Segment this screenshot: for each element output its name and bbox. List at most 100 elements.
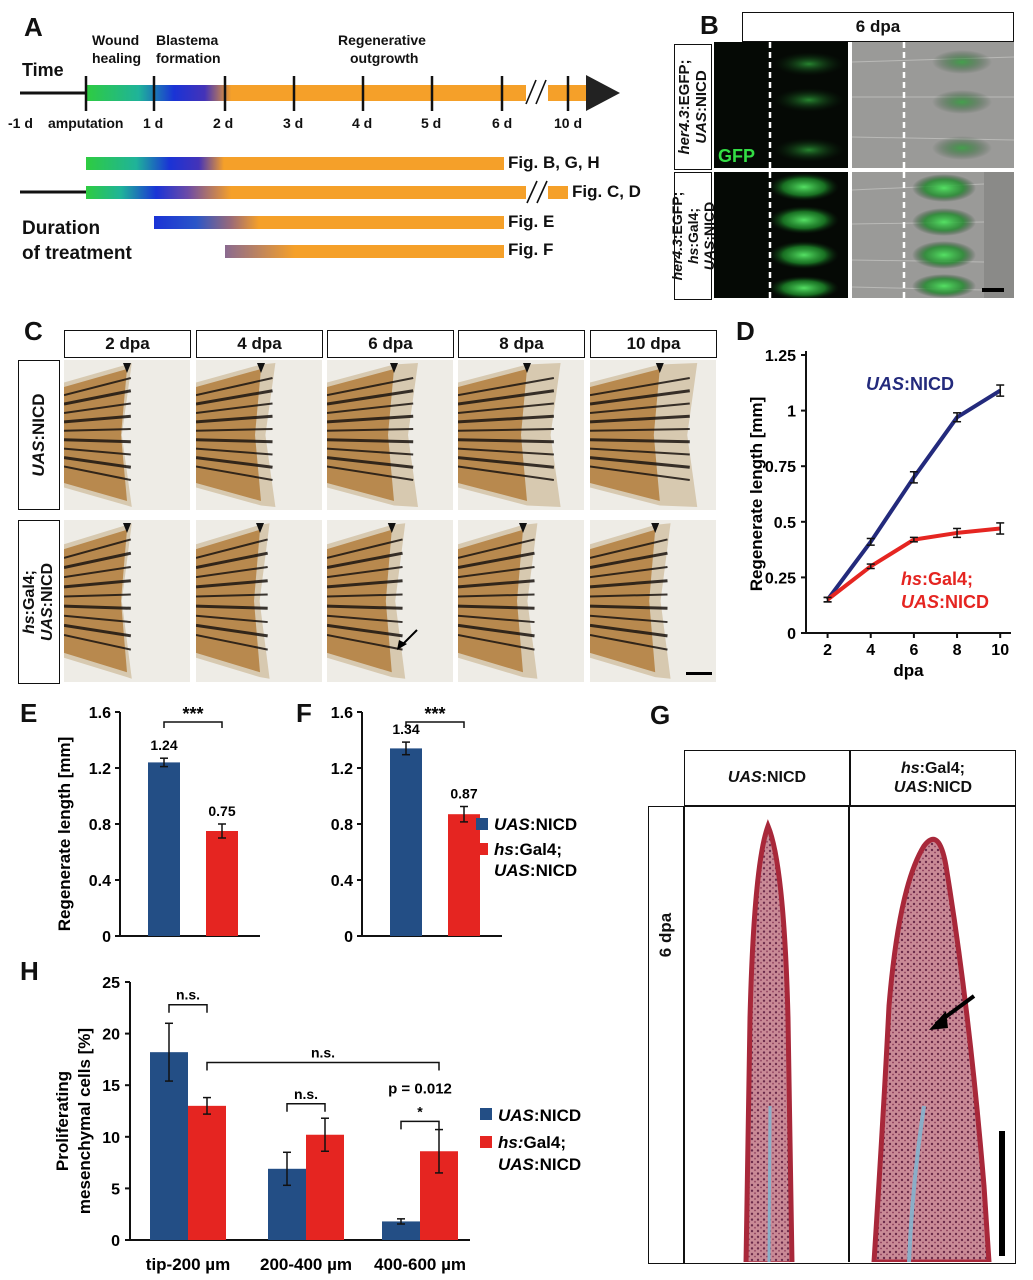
t: UAS — [893, 779, 928, 796]
t: :Gal4; — [685, 207, 701, 248]
day-header-4: 4 dpa — [196, 330, 323, 358]
sig-bracket-p — [400, 1120, 440, 1130]
t: :NICD — [530, 815, 577, 834]
t: :Gal4; — [919, 760, 965, 777]
panel-c-row1-label: UAS:NICD — [18, 360, 60, 510]
legend-hs-gal4: hs:Gal4; — [901, 569, 973, 589]
legend-uas-nicd: UAS:NICD — [498, 1106, 581, 1125]
panel-letter-h: H — [20, 956, 39, 986]
sig-bracket-long-label: n.s. — [311, 1044, 335, 1060]
tick-minus1d: -1 d — [8, 115, 33, 131]
fin-image — [590, 360, 716, 510]
x-tick-label: 2 — [823, 642, 832, 659]
y-tick-label: 0 — [344, 929, 353, 946]
y-tick-label: 5 — [111, 1181, 120, 1198]
day-header-6: 6 dpa — [327, 330, 454, 358]
bar — [390, 748, 422, 936]
y-tick-label: 0.5 — [774, 515, 796, 532]
y-tick-label: 0.4 — [331, 873, 353, 890]
t: UAS — [494, 815, 531, 834]
y-tick-label: 0.75 — [765, 459, 796, 476]
t: :Gal4; — [514, 840, 562, 859]
legend-hs-gal4: hs:Gal4; — [494, 840, 562, 859]
tick-6d: 6 d — [492, 115, 513, 131]
y-tick-label: 1.2 — [331, 761, 353, 778]
t: her4.3 — [669, 239, 685, 281]
bar — [188, 1105, 226, 1240]
t: UAS — [693, 112, 710, 144]
t: Gal4; — [524, 1133, 567, 1152]
t: UAS — [498, 1106, 535, 1125]
day-header-2: 2 dpa — [64, 330, 191, 358]
tick-1d: 1 d — [143, 115, 164, 131]
panel-letter-f: F — [296, 698, 312, 728]
day-text: 6 dpa — [368, 334, 413, 353]
y-tick-label: 1.25 — [765, 348, 796, 365]
fin-image — [64, 520, 190, 682]
t: :NICD — [29, 393, 48, 441]
sig-bracket — [163, 721, 223, 728]
y-tick-label: 1.6 — [89, 705, 111, 722]
t: UAS — [494, 861, 531, 880]
p-value-label: p = 0.012 — [388, 1080, 452, 1097]
legend-swatch — [480, 1136, 492, 1148]
time-label: Time — [22, 60, 64, 80]
t: UAS:NICD — [894, 778, 972, 797]
legend-hs-gal4: hs:Gal4; — [498, 1133, 566, 1152]
panel-b-row2-label: her4.3:EGFP; hs:Gal4; UAS:NICD — [669, 172, 717, 300]
legend-hs-gal4-line2: UAS:NICD — [498, 1155, 581, 1174]
panel-g-col2-header: hs:Gal4; UAS:NICD — [850, 750, 1016, 806]
y-tick-label: 1 — [787, 404, 796, 421]
y-axis-label-1: Proliferating — [53, 1071, 72, 1171]
t: :NICD — [939, 592, 989, 612]
tick-2d: 2 d — [213, 115, 234, 131]
y-tick-label: 0.4 — [89, 873, 111, 890]
phase-wound-2: healing — [92, 50, 142, 66]
panel-e-bar-chart: 0 0.4 0.8 1.2 1.6 Regenerate length [mm] 1.24 0… — [55, 704, 260, 946]
x-category-label: 400-600 µm — [374, 1255, 466, 1274]
phase-outgrowth-1: Regenerative — [338, 32, 426, 48]
phase-outgrowth-2: outgrowth — [350, 50, 419, 66]
t: her4.3 — [676, 110, 693, 155]
legend-hs-gal4-line2: UAS:NICD — [901, 592, 989, 612]
gfp-label: GFP — [718, 146, 756, 166]
t: :Gal4; — [922, 569, 973, 589]
legend-uas-nicd: UAS:NICD — [494, 815, 577, 834]
t: UAS — [29, 440, 48, 477]
y-tick-label: 0 — [787, 626, 796, 643]
t: UAS — [866, 374, 904, 394]
x-tick-label: 8 — [953, 642, 962, 659]
panel-letter-g: G — [650, 700, 671, 730]
y-axis-label-2: mesenchymal cells [%] — [75, 1028, 94, 1214]
day-text: 10 dpa — [626, 334, 681, 353]
panel-c-row2-text: hs:Gal4; UAS:NICD — [21, 563, 57, 641]
bar-label-cd: Fig. C, D — [572, 182, 641, 201]
bar-label-f: Fig. F — [508, 240, 554, 259]
x-tick-label: 4 — [866, 642, 875, 659]
duration-label-2: of treatment — [22, 243, 132, 264]
fin-image — [327, 520, 453, 682]
x-tick-label: 10 — [991, 642, 1009, 659]
sig-bracket-p-label: * — [417, 1103, 423, 1119]
legend-swatch — [480, 1108, 492, 1120]
legend-hs-gal4-line2: UAS:NICD — [494, 861, 577, 880]
y-tick-label: 25 — [102, 975, 120, 992]
t: :NICD — [761, 769, 807, 786]
t: :NICD — [534, 1155, 581, 1174]
y-tick-label: 0 — [111, 1233, 120, 1250]
tick-10d: 10 d — [554, 115, 583, 131]
phase-wound-1: Wound — [92, 32, 140, 48]
panel-letter-c: C — [24, 316, 43, 346]
data-label: 1.34 — [392, 721, 419, 737]
bar-label-bgh: Fig. B, G, H — [508, 153, 600, 172]
panel-b-header-text: 6 dpa — [855, 17, 901, 36]
bar — [382, 1221, 420, 1240]
legend-uas-nicd: UAS:NICD — [866, 374, 954, 394]
fin-image — [458, 520, 584, 682]
bar — [448, 814, 480, 936]
panel-g-histology — [684, 806, 1016, 1262]
day-text: 8 dpa — [499, 334, 544, 353]
t: :NICD — [693, 70, 710, 113]
sig-bracket-mid — [286, 1103, 326, 1112]
panel-g-row-text: 6 dpa — [656, 912, 675, 957]
